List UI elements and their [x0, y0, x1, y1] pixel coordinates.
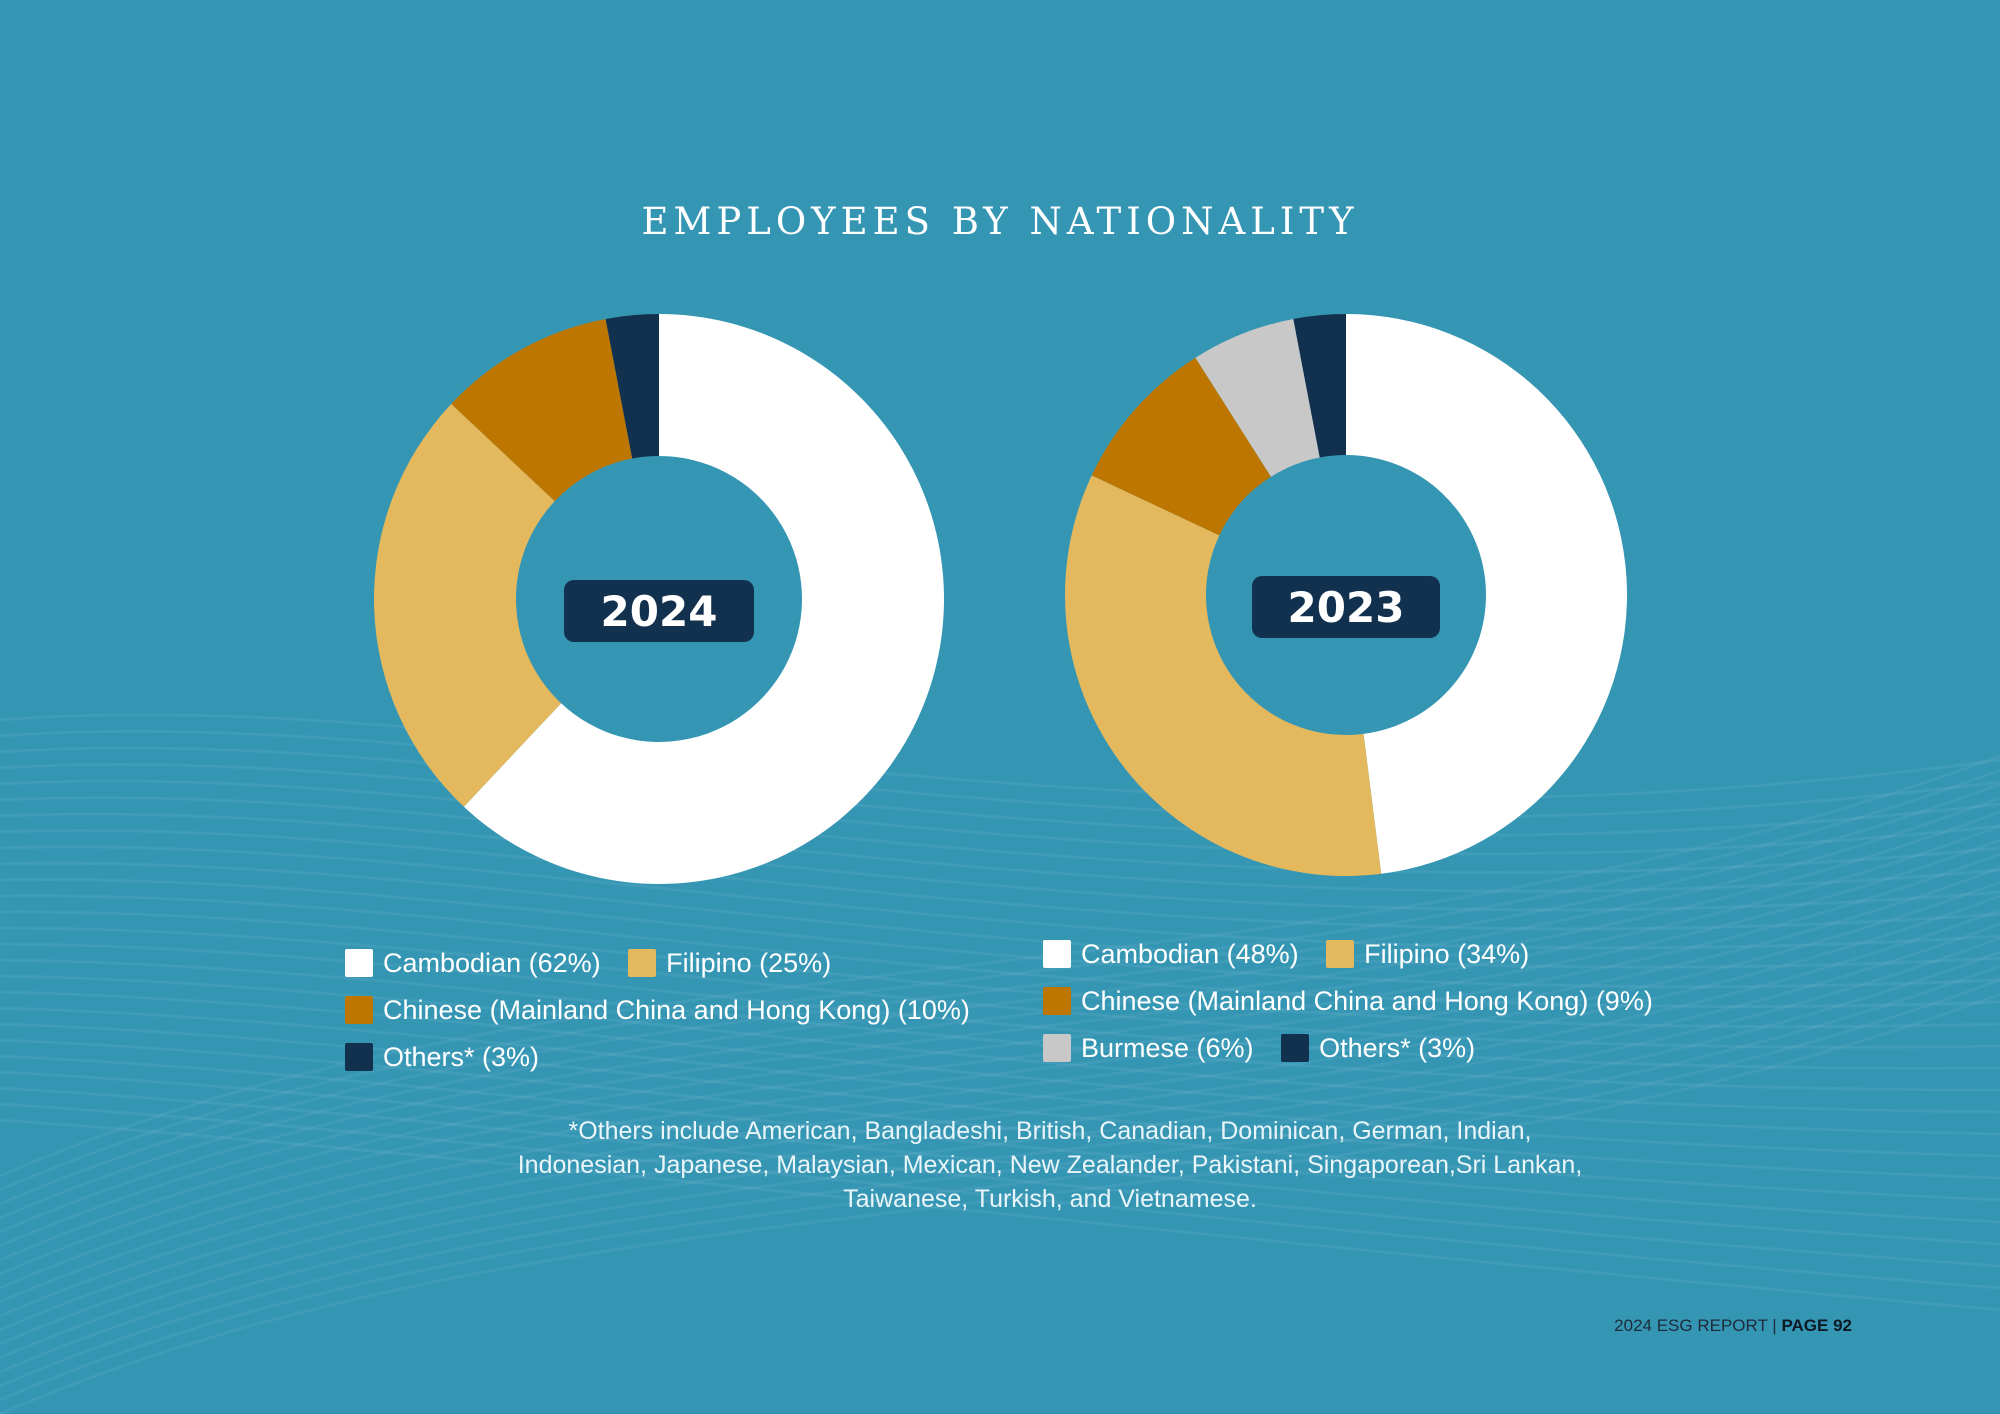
slice-chinese-mainland-china-and-hong-kong — [451, 319, 633, 502]
chart-title: EMPLOYEES BY NATIONALITY — [641, 200, 1359, 243]
wave-line — [0, 922, 2000, 1346]
wave-line — [0, 958, 2000, 1092]
wave-line — [0, 950, 2000, 1374]
swatch-chinese — [345, 996, 373, 1024]
wave-line — [0, 974, 2000, 1114]
slice-cambodian — [463, 314, 944, 884]
year-label: 2024 — [601, 587, 718, 636]
wave-line — [0, 845, 2000, 950]
wave-line — [0, 880, 2000, 1304]
swatch-cambodian — [345, 949, 373, 977]
wave-line — [0, 779, 2000, 874]
legend-label: Chinese (Mainland China and Hong Kong) (… — [383, 995, 970, 1025]
wave-line — [0, 894, 2000, 1009]
wave-line — [0, 782, 2000, 1206]
wave-line — [0, 926, 2000, 1049]
wave-line — [0, 978, 2000, 1402]
swatch-filipino — [1326, 940, 1355, 968]
footnote-line: *Others include American, Bangladeshi, B… — [568, 1117, 1532, 1145]
wave-line — [0, 1022, 2000, 1180]
wave-line — [0, 964, 2000, 1388]
wave-line — [0, 838, 2000, 1262]
wave-line — [0, 878, 2000, 989]
swatch-cambodian — [1043, 940, 1071, 968]
wave-line — [0, 1054, 2000, 1224]
donut-chart-2024: 2024 — [374, 314, 944, 884]
legend-label: Burmese (6%) — [1081, 1033, 1254, 1063]
year-badge — [564, 580, 754, 642]
wave-line — [0, 1102, 2000, 1290]
wave-line — [0, 1038, 2000, 1202]
wave-line — [0, 1086, 2000, 1268]
slice-cambodian — [1346, 314, 1627, 874]
legend-label: Filipino (25%) — [666, 948, 832, 978]
footnote: *Others include American, Bangladeshi, B… — [400, 1114, 1700, 1216]
wave-line — [0, 1118, 2000, 1312]
year-label: 2023 — [1288, 583, 1405, 632]
slice-chinese-mainland-china-and-hong-kong — [1091, 357, 1271, 536]
legend-item-filipino: Filipino (25%) — [628, 942, 831, 984]
donut-chart-2023: 2023 — [1065, 314, 1627, 877]
legend-item-others: Others* (3%) — [1281, 1027, 1475, 1069]
wave-line — [0, 942, 2000, 1070]
swatch-filipino — [628, 949, 657, 977]
legend-label: Chinese (Mainland China and Hong Kong) (… — [1081, 986, 1653, 1016]
legend-item-chinese: Chinese (Mainland China and Hong Kong) (… — [1043, 980, 1653, 1022]
legend-item-burmese: Burmese (6%) — [1043, 1027, 1254, 1069]
report-name: 2024 ESG REPORT | — [1614, 1316, 1777, 1335]
slice-others — [605, 314, 659, 459]
footnote-line: Indonesian, Japanese, Malaysian, Mexican… — [517, 1151, 1583, 1179]
legend-label: Filipino (34%) — [1364, 939, 1530, 969]
wave-line — [0, 1070, 2000, 1246]
swatch-burmese — [1043, 1034, 1071, 1062]
wave-lines — [0, 713, 2000, 1414]
legend-item-cambodian: Cambodian (62%) — [345, 942, 601, 984]
wave-line — [0, 796, 2000, 1220]
page-footer: 2024 ESG REPORT | PAGE 92 — [1614, 1316, 1852, 1336]
legend-label: Cambodian (48%) — [1081, 939, 1299, 969]
year-badge — [1252, 576, 1440, 638]
legend-label: Cambodian (62%) — [383, 948, 601, 978]
legend-item-filipino: Filipino (34%) — [1326, 933, 1529, 975]
legend-2024: Cambodian (62%) Filipino (25%) Chinese (… — [345, 942, 990, 1083]
wave-line — [0, 866, 2000, 1290]
wave-line — [0, 824, 2000, 1248]
page-number: PAGE 92 — [1781, 1316, 1852, 1335]
legend-label: Others* (3%) — [383, 1042, 540, 1072]
legend-item-cambodian: Cambodian (48%) — [1043, 933, 1299, 975]
swatch-chinese — [1043, 987, 1071, 1015]
wave-line — [0, 936, 2000, 1360]
wave-line — [0, 852, 2000, 1276]
wave-line — [0, 768, 2000, 1192]
wave-line — [0, 1006, 2000, 1158]
wave-line — [0, 910, 2000, 1029]
wave-line — [0, 990, 2000, 1136]
legend-2023: Cambodian (48%) Filipino (34%) Chinese (… — [1043, 933, 1673, 1074]
wave-line — [0, 894, 2000, 1318]
wave-line — [0, 762, 2000, 856]
wave-line — [0, 992, 2000, 1414]
wave-line — [0, 829, 2000, 931]
wave-line — [0, 908, 2000, 1332]
legend-label: Others* (3%) — [1319, 1033, 1476, 1063]
wave-line — [0, 812, 2000, 912]
swatch-others — [1281, 1034, 1310, 1062]
slice-burmese — [1195, 318, 1320, 477]
wave-line — [0, 796, 2000, 893]
wave-line — [0, 810, 2000, 1234]
wave-line — [0, 861, 2000, 969]
footnote-line: Taiwanese, Turkish, and Vietnamese. — [843, 1185, 1257, 1213]
slice-filipino — [374, 403, 562, 807]
wave-line — [0, 754, 2000, 1178]
legend-item-chinese: Chinese (Mainland China and Hong Kong) (… — [345, 989, 970, 1031]
legend-item-others: Others* (3%) — [345, 1036, 539, 1078]
slice-others — [1293, 314, 1346, 458]
swatch-others — [345, 1043, 373, 1071]
slice-filipino — [1065, 475, 1382, 877]
